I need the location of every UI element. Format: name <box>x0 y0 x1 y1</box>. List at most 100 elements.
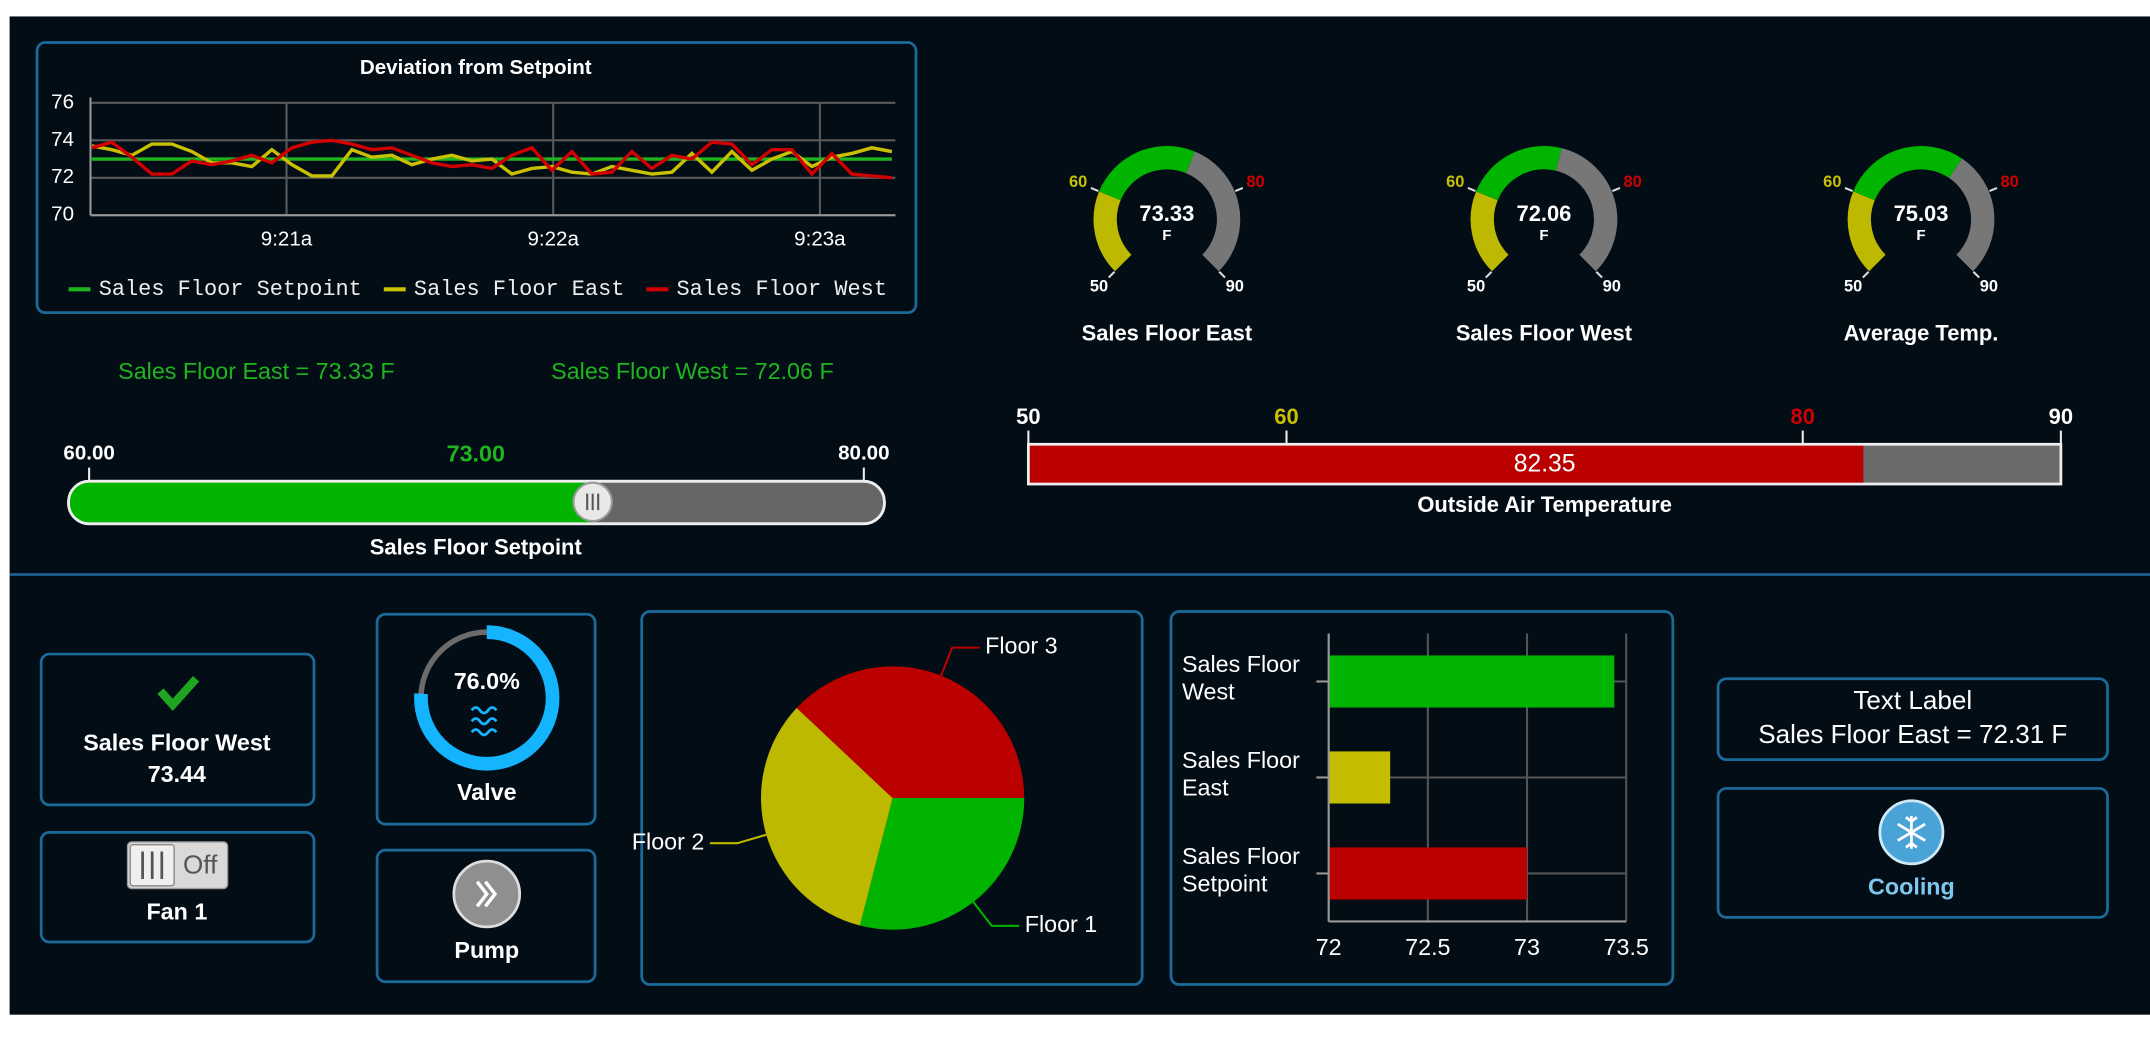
slider-tick-label: 80.00 <box>838 441 889 464</box>
gauge-tick-label: 80 <box>2001 173 2019 191</box>
knob-grip <box>141 851 164 879</box>
gauge-tick-label: 60 <box>1069 173 1087 191</box>
gauge-tick-label: 60 <box>1823 173 1841 191</box>
leader-line <box>972 901 1020 927</box>
gauge-tick <box>1862 271 1870 279</box>
pie-label: Floor 1 <box>1025 911 1098 937</box>
gauge-label: Average Temp. <box>1844 320 1999 345</box>
pie-label: Floor 2 <box>632 828 705 854</box>
gauge-low-band <box>1093 191 1132 272</box>
gauge-label: Sales Floor West <box>1456 320 1633 345</box>
bar <box>1328 655 1615 708</box>
gauge-value-arc <box>1853 146 1962 201</box>
x-tick-label: 9:23a <box>794 227 846 250</box>
valve-label: Valve <box>457 779 517 805</box>
x-tick-label: 72 <box>1316 934 1342 960</box>
thumb-grip <box>586 493 600 511</box>
bar-card <box>1169 610 1675 986</box>
pie-label: Floor 3 <box>985 633 1058 659</box>
x-tick-label: 9:21a <box>261 227 313 250</box>
gauge-remainder <box>1555 148 1618 272</box>
bar-tick-label: 80 <box>1791 404 1815 429</box>
status-title: Sales Floor West <box>83 730 271 756</box>
readout: Sales Floor East = 73.33 F <box>118 358 394 384</box>
text-card <box>1716 677 2109 762</box>
slider-value: 73.00 <box>447 440 505 466</box>
pie-slice <box>796 666 1025 799</box>
bar-tick-label: 50 <box>1016 404 1040 429</box>
legend-label: Sales Floor West <box>677 277 887 302</box>
status-card[interactable] <box>39 652 316 807</box>
valve-card[interactable] <box>375 612 597 826</box>
text-card-text: Sales Floor East = 72.31 F <box>1758 719 2067 749</box>
y-tick-label-box: Sales Floor East <box>1181 747 1300 801</box>
gauge-tick <box>1972 271 1980 279</box>
pie-card <box>640 610 1144 986</box>
bar-label: Outside Air Temperature <box>1417 492 1672 517</box>
pump-label: Pump <box>454 937 519 963</box>
gauge-remainder <box>1185 151 1241 272</box>
legend-label: Sales Floor Setpoint <box>99 277 362 302</box>
bar <box>1328 751 1391 804</box>
gauge-remainder <box>1948 158 1995 272</box>
bar-value: 82.35 <box>1514 450 1576 477</box>
bar-fill <box>1028 444 1864 485</box>
y-tick-label: 70 <box>51 203 74 226</box>
gauge-tick <box>1107 271 1116 279</box>
mode-card[interactable] <box>1716 787 2109 919</box>
x-tick-label: 73 <box>1514 934 1540 960</box>
y-tick-label-box: Sales Floor West <box>1182 651 1300 704</box>
bar-border <box>1027 442 2063 486</box>
gauge-value: 72.06 <box>1517 201 1572 226</box>
gauge-value-arc <box>1476 146 1562 201</box>
gauge-low-band <box>1470 191 1509 272</box>
line-chart-card <box>35 41 918 315</box>
gauge-tick-label: 90 <box>1980 278 1998 296</box>
gauge-tick-label: 50 <box>1467 278 1485 296</box>
gauge-tick-label: 80 <box>1246 173 1264 191</box>
gauge-tick <box>1611 186 1621 193</box>
gauge-tick <box>1844 186 1854 193</box>
slider-label: Sales Floor Setpoint <box>370 534 583 559</box>
slider-fill <box>69 482 593 523</box>
gauge-value: 73.33 <box>1139 201 1194 226</box>
leader-line <box>709 833 767 845</box>
x-tick-label: 73.5 <box>1604 934 1649 960</box>
snowflake <box>1896 815 1926 849</box>
gauge-tick-label: 50 <box>1090 278 1108 296</box>
bar-tick-label: 60 <box>1274 404 1298 429</box>
y-tick-label: 76 <box>51 90 74 113</box>
mode-label: Cooling <box>1868 874 1955 900</box>
bar <box>1328 847 1528 900</box>
gauge-tick <box>1989 186 1998 193</box>
y-tick-label: Sales Floor Setpoint <box>1181 843 1300 897</box>
pump-chevrons <box>475 880 498 908</box>
gauge-tick <box>1595 271 1603 279</box>
pump-card[interactable] <box>375 848 597 984</box>
bar-tick-label: 90 <box>2049 404 2073 429</box>
gauge-tick <box>1218 271 1226 279</box>
y-tick-label-box: Sales Floor Setpoint <box>1181 843 1300 897</box>
chart-title: Deviation from Setpoint <box>360 56 592 79</box>
gauge-tick <box>1485 271 1493 279</box>
fan-label: Fan 1 <box>146 898 207 924</box>
line-series <box>91 138 893 180</box>
gauge-low-band <box>1847 191 1886 272</box>
y-tick-label: Sales Floor East <box>1181 747 1300 801</box>
y-tick-label: 74 <box>51 128 74 151</box>
legend-label: Sales Floor East <box>414 277 624 302</box>
valve-icon <box>470 706 498 737</box>
gauge-tick <box>1467 186 1476 193</box>
gauge-unit: F <box>1916 227 1925 244</box>
gauge-tick-label: 80 <box>1623 173 1641 191</box>
fan-state: Off <box>183 849 218 879</box>
status-value: 73.44 <box>148 761 206 787</box>
gauge-tick <box>1234 186 1244 193</box>
leader-line <box>940 646 980 677</box>
valve-value: 76.0% <box>454 668 520 694</box>
gauge-unit: F <box>1539 227 1548 244</box>
pie-slice <box>761 707 893 926</box>
valve-ring <box>414 625 560 771</box>
fan-card[interactable] <box>39 830 316 944</box>
